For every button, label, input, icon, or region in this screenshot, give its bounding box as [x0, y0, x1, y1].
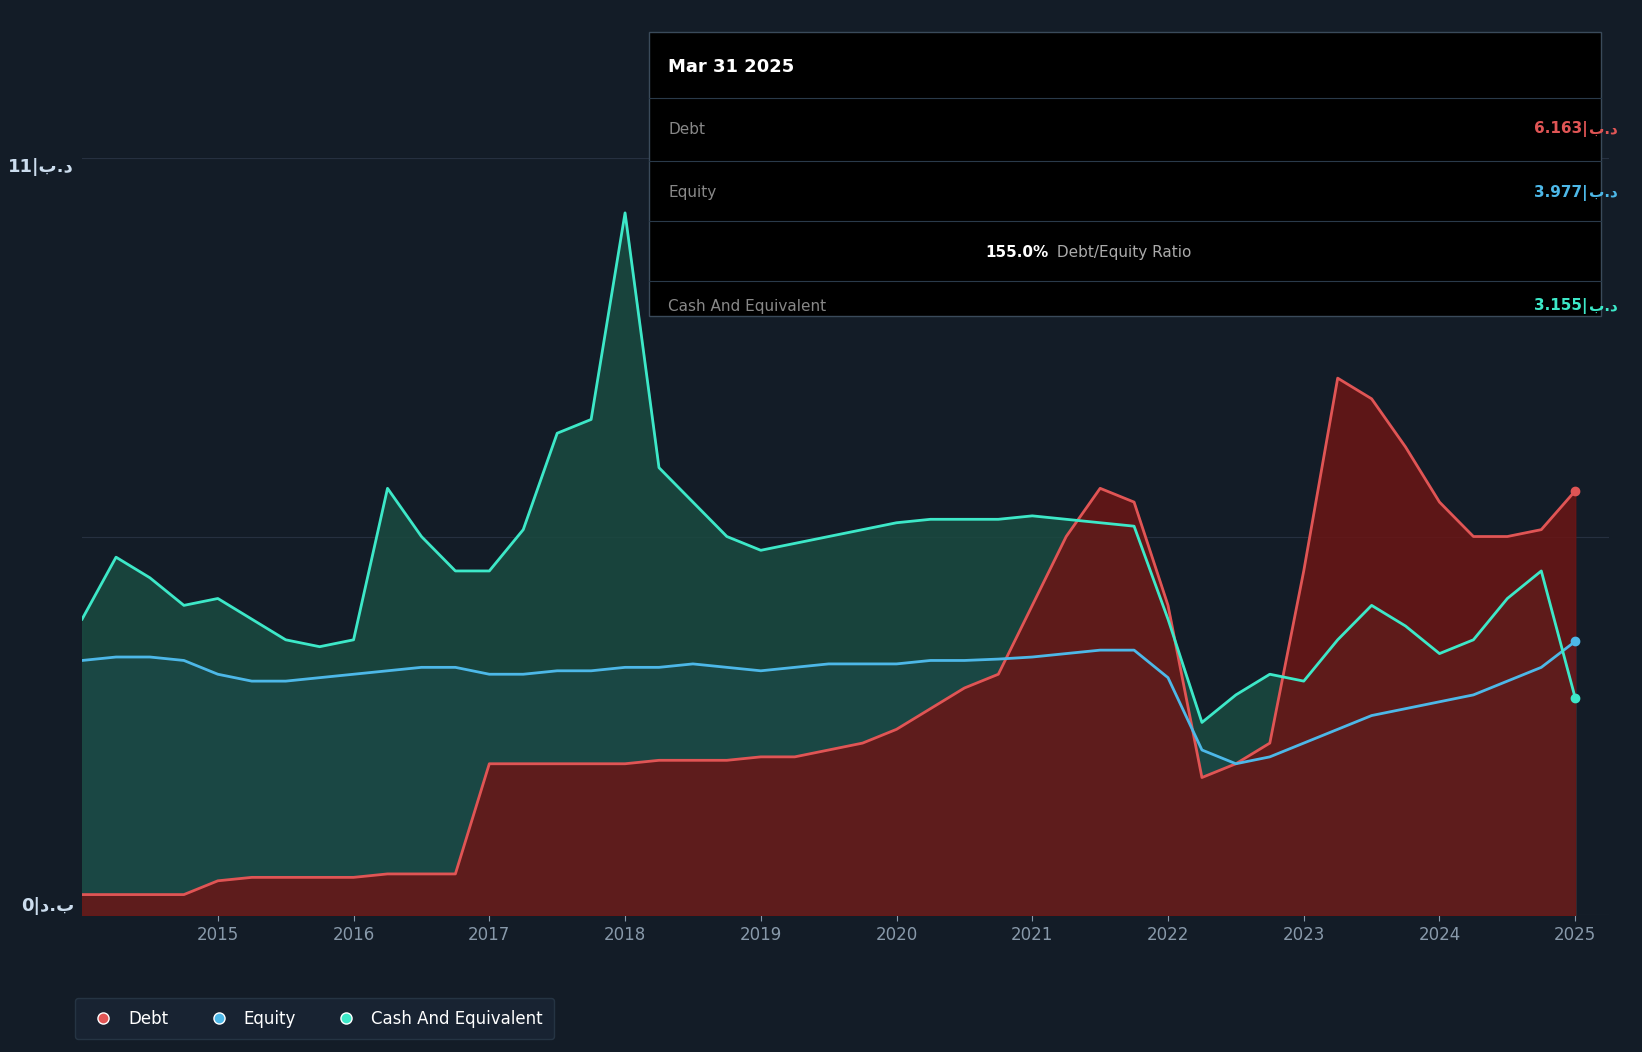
Text: ب.د: ب.د [1589, 122, 1619, 137]
Text: 3.977|: 3.977| [1534, 184, 1588, 201]
Text: 6.163|: 6.163| [1534, 121, 1588, 138]
Text: 0|د.ب: 0|د.ب [21, 897, 74, 915]
Text: Equity: Equity [668, 185, 716, 200]
Legend: Debt, Equity, Cash And Equivalent: Debt, Equity, Cash And Equivalent [76, 998, 555, 1039]
Text: ب.د: ب.د [1589, 185, 1619, 200]
Text: 3.155|: 3.155| [1534, 298, 1588, 315]
Text: 11|ب.د: 11|ب.د [8, 158, 74, 176]
Text: 155.0%: 155.0% [985, 245, 1049, 260]
Text: Mar 31 2025: Mar 31 2025 [668, 58, 795, 76]
Text: Debt/Equity Ratio: Debt/Equity Ratio [1053, 245, 1190, 260]
Text: ب.د: ب.د [1589, 299, 1619, 313]
Text: Cash And Equivalent: Cash And Equivalent [668, 299, 826, 313]
Text: Debt: Debt [668, 122, 706, 137]
